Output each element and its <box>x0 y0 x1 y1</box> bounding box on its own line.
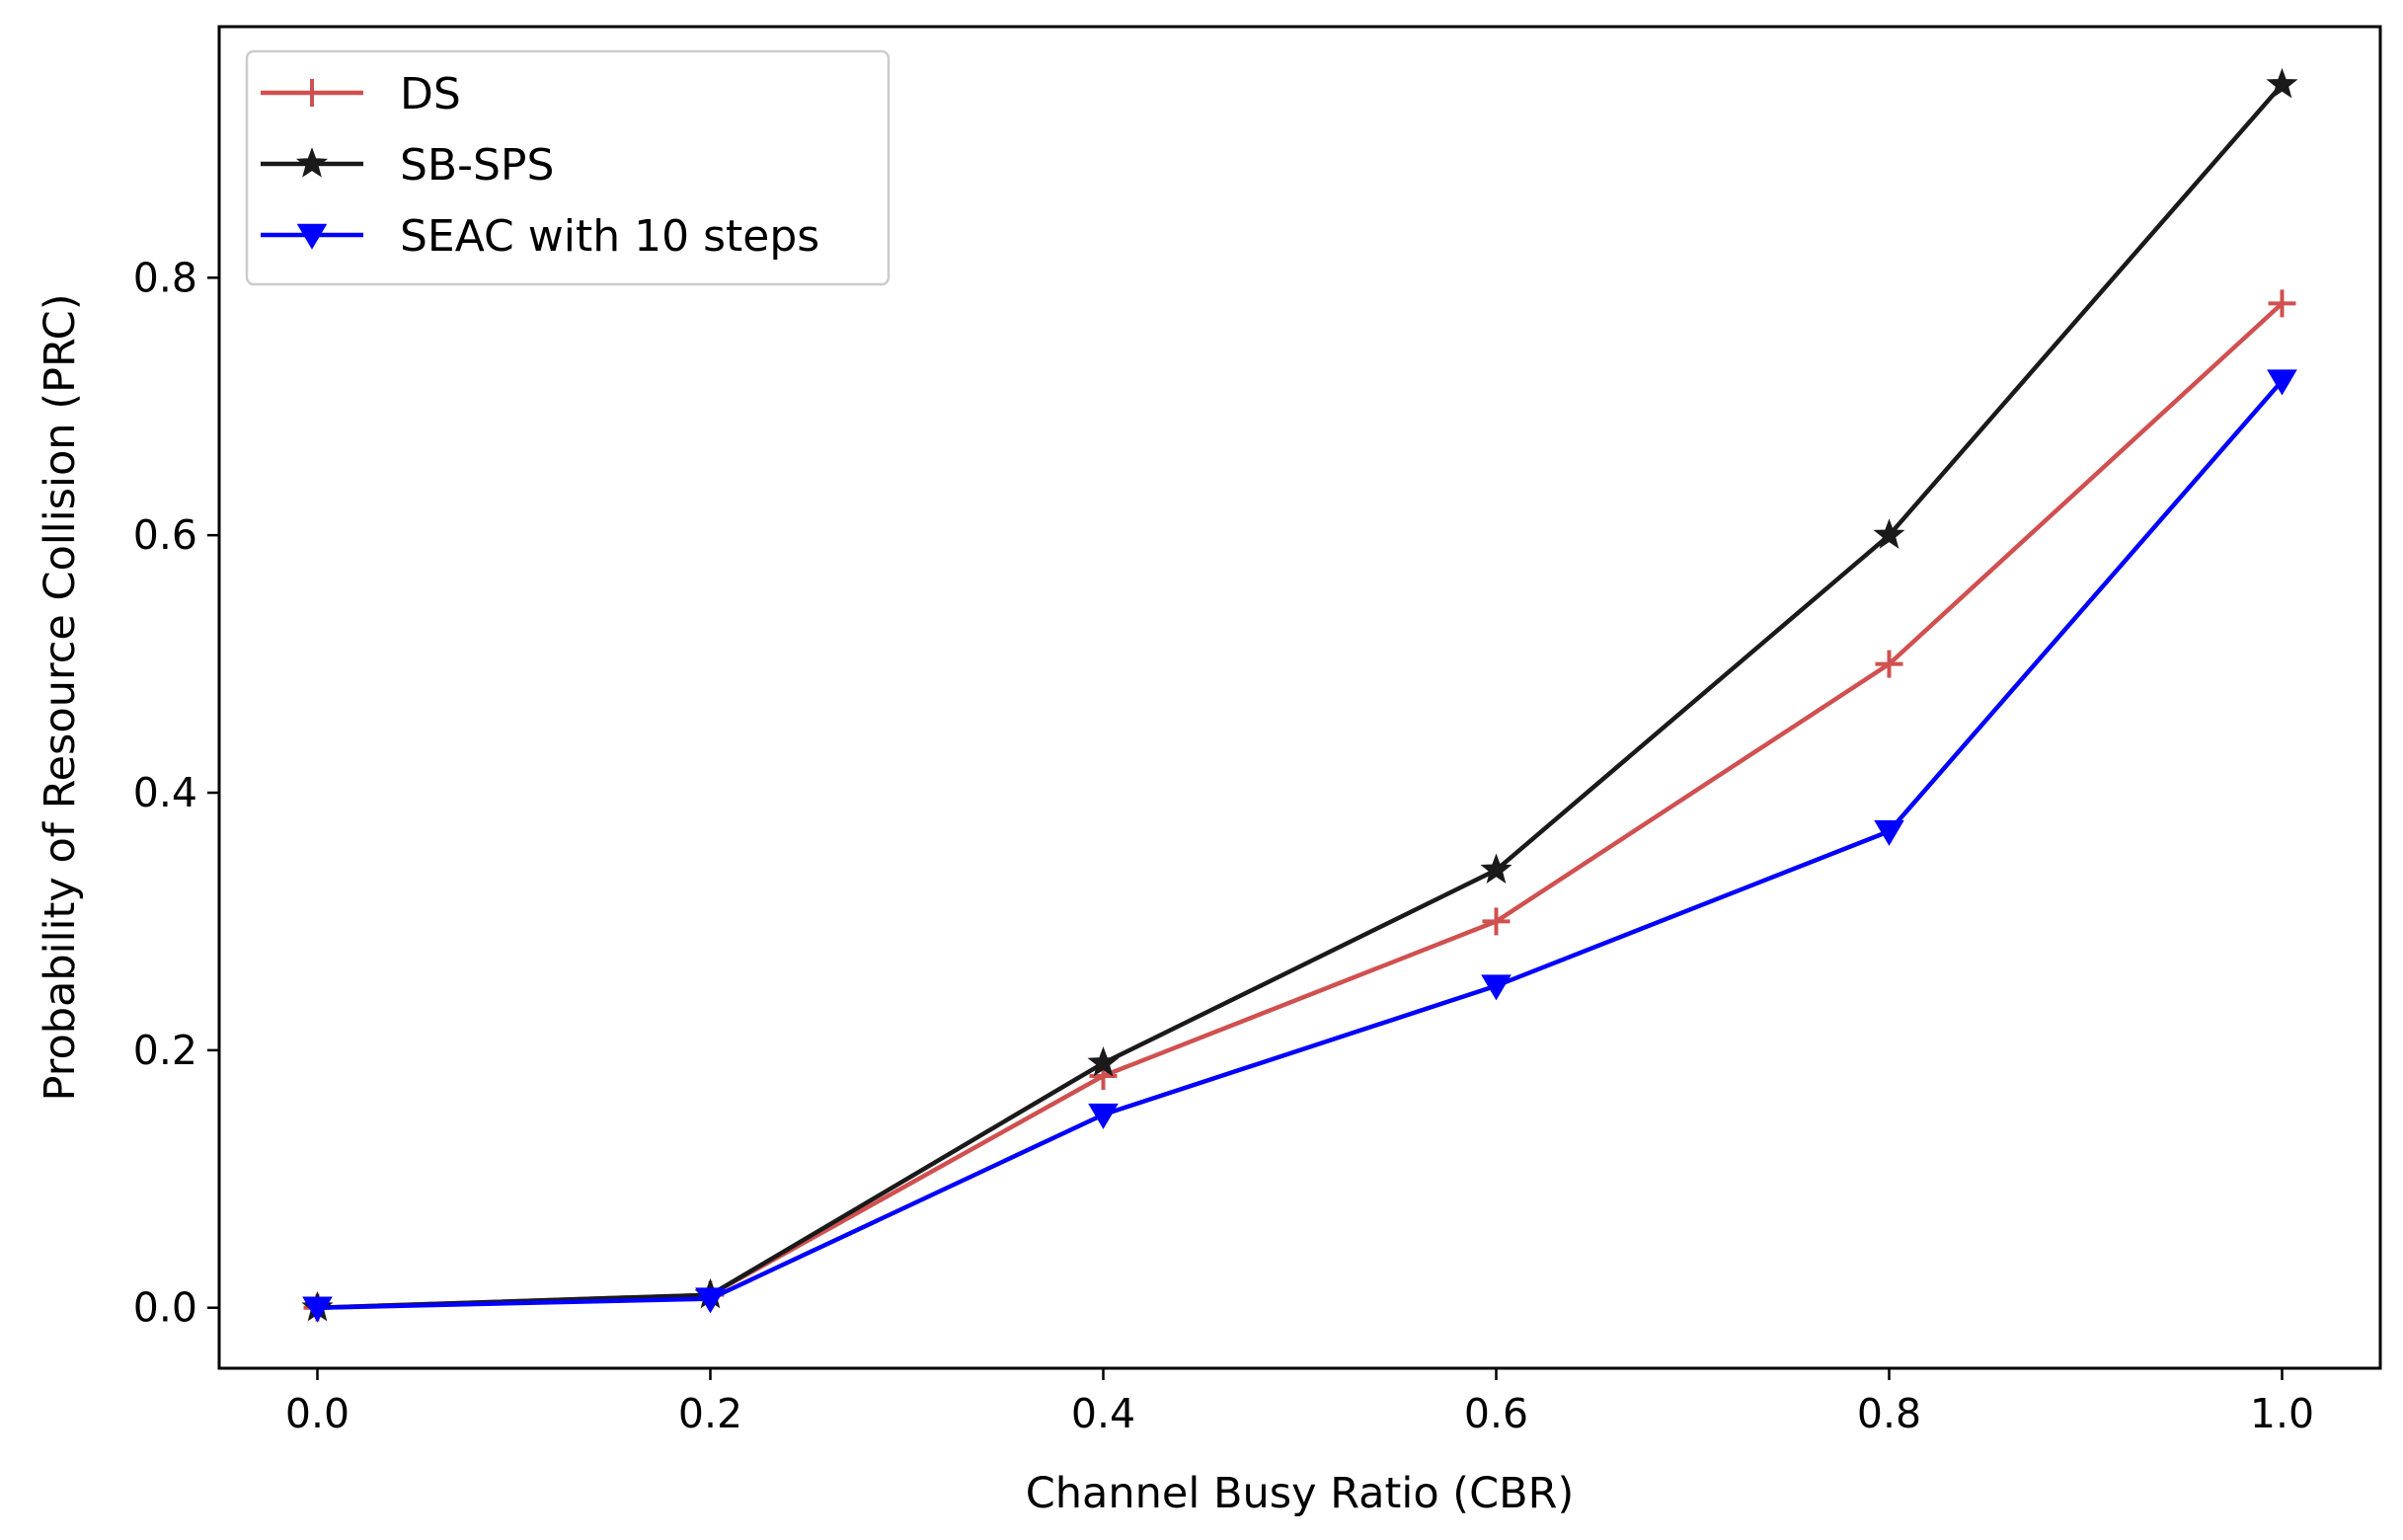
y-tick-label: 0.4 <box>133 769 197 816</box>
legend-item: SEAC with 10 steps <box>261 211 819 262</box>
legend-item: SB-SPS <box>261 140 554 191</box>
x-tick-label: 0.4 <box>1071 1390 1135 1437</box>
legend-marker <box>298 79 326 107</box>
x-tick-label: 0.2 <box>678 1390 742 1437</box>
data-point <box>1087 1046 1120 1077</box>
legend-item: DS <box>261 69 461 119</box>
data-point <box>1873 518 1905 549</box>
legend-marker <box>296 223 328 250</box>
y-axis-ticks: 0.0 0.2 0.4 0.6 0.8 <box>133 254 219 1332</box>
y-tick-label: 0.0 <box>133 1284 197 1332</box>
legend-label: SEAC with 10 steps <box>400 211 819 262</box>
data-point <box>1481 974 1512 1001</box>
legend: DS SB-SPS SEAC with 10 steps <box>245 49 891 286</box>
legend-box <box>245 49 891 286</box>
series-layer <box>301 67 2298 1323</box>
data-point <box>1088 1103 1119 1129</box>
series-seac-with-10-steps <box>302 369 2297 1323</box>
plot-area-frame <box>217 25 2382 1370</box>
series-line <box>317 83 2285 1310</box>
data-point <box>1482 907 1511 936</box>
x-tick-label: 0.6 <box>1464 1390 1528 1437</box>
data-point <box>1480 853 1512 884</box>
x-tick-label: 0.8 <box>1857 1390 1921 1437</box>
data-point <box>2267 369 2297 396</box>
x-tick-label: 0.0 <box>285 1390 349 1437</box>
legend-label: DS <box>400 69 461 119</box>
data-point <box>302 1296 333 1323</box>
x-axis-ticks: 0.0 0.2 0.4 0.6 0.8 1.0 <box>285 1368 2314 1437</box>
x-tick-label: 1.0 <box>2250 1390 2314 1437</box>
y-tick-label: 0.8 <box>133 254 197 301</box>
data-point <box>2266 67 2298 99</box>
y-axis-label: Probability of Resource Collision (PRC) <box>36 294 85 1102</box>
series-line <box>317 379 2285 1310</box>
y-tick-label: 0.6 <box>133 511 197 559</box>
legend-marker <box>295 147 329 178</box>
y-tick-label: 0.2 <box>133 1027 197 1074</box>
data-point <box>1874 819 1904 846</box>
x-axis-label: Channel Busy Ratio (CBR) <box>1026 1469 1575 1518</box>
data-point <box>695 1287 726 1314</box>
legend-label: SB-SPS <box>400 140 554 191</box>
data-point <box>2268 289 2296 318</box>
data-point <box>1875 650 1903 678</box>
